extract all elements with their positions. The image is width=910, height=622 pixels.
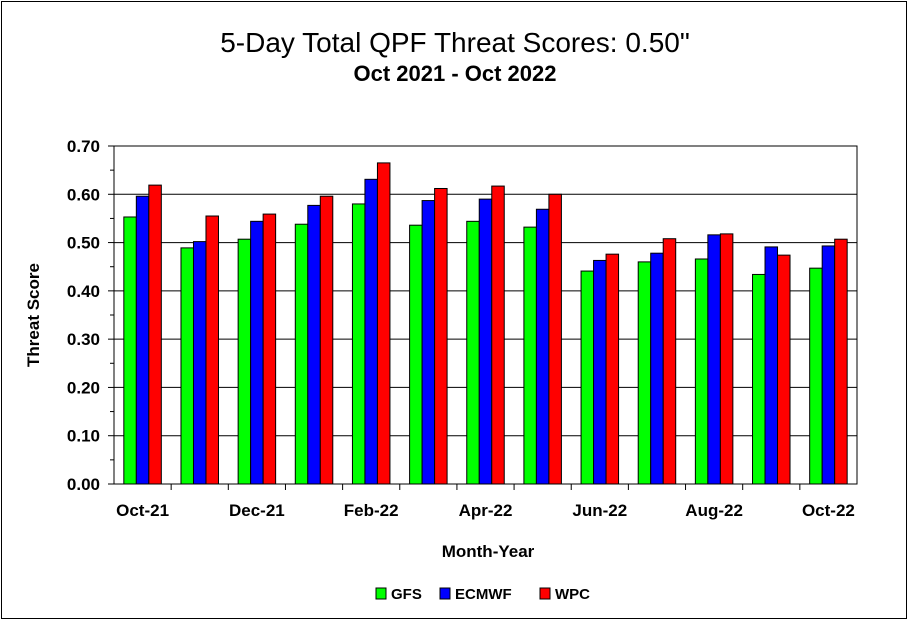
bar-gfs: [466, 220, 480, 485]
x-tick-label: Jun-22: [572, 501, 627, 520]
bar-wpc: [605, 253, 620, 485]
bar-gfs: [180, 247, 194, 485]
chart-title: 5-Day Total QPF Threat Scores: 0.50": [220, 27, 690, 58]
bar-ecmwf: [707, 234, 721, 485]
x-tick-label: Oct-22: [802, 501, 855, 520]
plot-area: 0.00 0.10 0.20 0.30 0.40 0.50 0.60 0.70 Oct-21 De…: [67, 137, 858, 520]
legend-label-gfs: GFS: [391, 586, 422, 603]
bar-ecmwf: [307, 204, 321, 485]
bar-wpc: [262, 213, 277, 485]
bar-wpc: [491, 185, 505, 485]
bar-ecmwf: [421, 200, 436, 485]
bar-ecmwf: [250, 220, 264, 485]
y-tick-label: 0.40: [67, 282, 100, 301]
y-tick-label: 0.70: [67, 137, 100, 156]
bar-wpc: [834, 238, 848, 485]
bar-gfs: [123, 216, 137, 485]
bar-gfs: [637, 261, 652, 485]
y-tick-label: 0.20: [67, 378, 100, 397]
chart-subtitle: Oct 2021 - Oct 2022: [353, 61, 556, 86]
bar-wpc: [548, 193, 562, 485]
bar-gfs: [523, 226, 537, 485]
legend: GFS ECMWF WPC: [375, 586, 590, 603]
x-tick-label: Apr-22: [459, 501, 513, 520]
plot-border: [113, 145, 858, 485]
bar-ecmwf: [650, 252, 664, 485]
y-tick-label: 0.30: [67, 330, 100, 349]
x-axis-label: Month-Year: [442, 542, 535, 561]
bar-ecmwf: [535, 208, 550, 485]
bar-ecmwf: [478, 198, 493, 485]
y-tick-label: 0.10: [67, 427, 100, 446]
bar-gfs: [752, 273, 766, 485]
bar-ecmwf: [192, 241, 207, 485]
x-tick-label: Feb-22: [344, 501, 399, 520]
x-tick-label: Dec-21: [229, 501, 285, 520]
bar-gfs: [580, 270, 595, 485]
bar-gfs: [351, 203, 366, 485]
y-tick-label: 0.50: [67, 234, 100, 253]
bar-gfs: [809, 267, 823, 485]
x-tick-label: Aug-22: [685, 501, 743, 520]
legend-label-ecmwf: ECMWF: [455, 586, 512, 603]
bar-ecmwf: [135, 195, 150, 485]
legend-swatch-ecmwf: [439, 587, 451, 600]
y-tick-label: 0.60: [67, 185, 100, 204]
x-tick-label: Oct-21: [116, 501, 169, 520]
bar-ecmwf: [364, 178, 378, 485]
legend-swatch-wpc: [539, 587, 551, 600]
bar-ecmwf: [821, 245, 836, 485]
bar-gfs: [409, 224, 423, 485]
bar-wpc: [662, 238, 677, 485]
y-axis-label: Threat Score: [24, 263, 43, 367]
legend-label-wpc: WPC: [555, 586, 590, 603]
bar-wpc: [376, 162, 391, 485]
bar-gfs: [237, 238, 252, 485]
y-tick-label: 0.00: [67, 475, 100, 494]
bar-wpc: [777, 254, 791, 485]
bar-gfs: [294, 223, 309, 485]
bar-wpc: [434, 187, 448, 485]
bar-wpc: [205, 215, 219, 485]
legend-swatch-gfs: [375, 587, 387, 600]
bar-ecmwf: [764, 246, 779, 485]
bar-wpc: [319, 195, 334, 485]
bar-gfs: [694, 258, 709, 485]
bar-wpc: [148, 184, 162, 485]
bar-wpc: [719, 233, 734, 485]
bar-ecmwf: [593, 259, 607, 485]
